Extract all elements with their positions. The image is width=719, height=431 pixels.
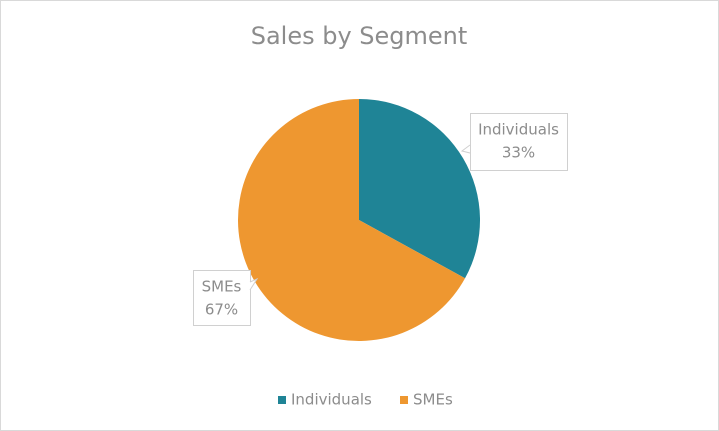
data-label-box [193, 270, 251, 326]
data-label-value: 67% [205, 301, 238, 319]
legend-swatch [278, 396, 286, 404]
legend-label: Individuals [291, 391, 372, 409]
data-label-box [470, 113, 568, 171]
data-label-value: 33% [502, 144, 535, 162]
legend-swatch [400, 396, 408, 404]
data-label-pointer [249, 277, 259, 291]
pie-slice [359, 99, 481, 279]
pie-slice [238, 99, 466, 341]
data-label-category: Individuals [478, 121, 559, 139]
data-label-pointer [460, 144, 471, 154]
legend-label: SMEs [413, 391, 453, 409]
chart-title: Sales by Segment [251, 22, 468, 50]
data-label-category: SMEs [202, 278, 242, 296]
